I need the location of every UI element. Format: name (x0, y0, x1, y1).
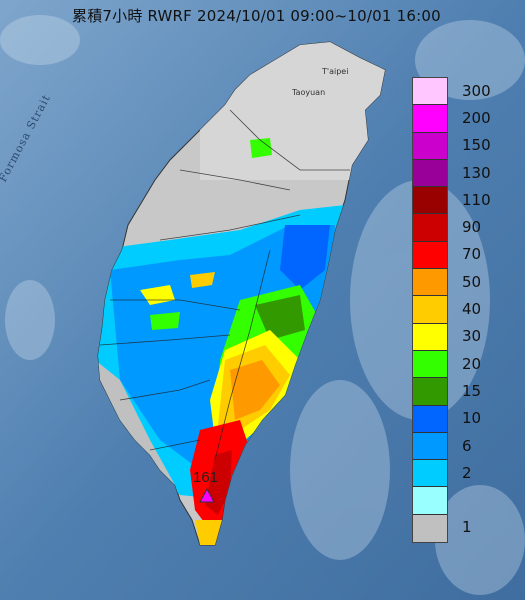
legend-swatch (413, 241, 447, 270)
triangle-marker-icon (199, 487, 215, 503)
legend-label: 2 (462, 463, 472, 482)
legend-swatch (413, 323, 447, 351)
legend-swatch (413, 405, 447, 433)
legend-label: 110 (462, 190, 491, 209)
legend-label: 1 (462, 518, 472, 537)
max-value-label: 161 (193, 469, 219, 486)
legend-label: 20 (462, 354, 482, 373)
legend-label: 30 (462, 327, 482, 346)
map-title: 累積7小時 RWRF 2024/10/01 09:00~10/01 16:00 (72, 7, 441, 25)
legend-label: 150 (462, 136, 491, 155)
legend-swatch (413, 432, 447, 461)
city-label-taipei: T'aipei (322, 67, 349, 76)
legend-label: 10 (462, 409, 482, 428)
legend-swatch (413, 460, 447, 488)
legend-swatch (413, 78, 447, 106)
city-label-taoyuan: Taoyuan (292, 88, 326, 97)
legend-label: 6 (462, 436, 472, 455)
legend-swatch (413, 187, 447, 215)
legend-swatch (413, 159, 447, 188)
legend-swatch (413, 378, 447, 406)
legend-label: 40 (462, 300, 482, 319)
legend-swatch (413, 296, 447, 324)
legend-swatch (413, 514, 447, 543)
legend-swatch (413, 487, 447, 515)
legend-swatch (413, 132, 447, 160)
legend-label: 130 (462, 163, 491, 182)
legend-label: 300 (462, 81, 491, 100)
legend-swatch (413, 214, 447, 242)
legend-swatch (413, 105, 447, 133)
legend-swatch (413, 269, 447, 297)
legend (412, 77, 448, 544)
legend-label: 200 (462, 108, 491, 127)
legend-label: 90 (462, 218, 482, 237)
legend-label: 70 (462, 245, 482, 264)
legend-label: 15 (462, 381, 482, 400)
legend-swatch (413, 350, 447, 379)
legend-label: 50 (462, 272, 482, 291)
